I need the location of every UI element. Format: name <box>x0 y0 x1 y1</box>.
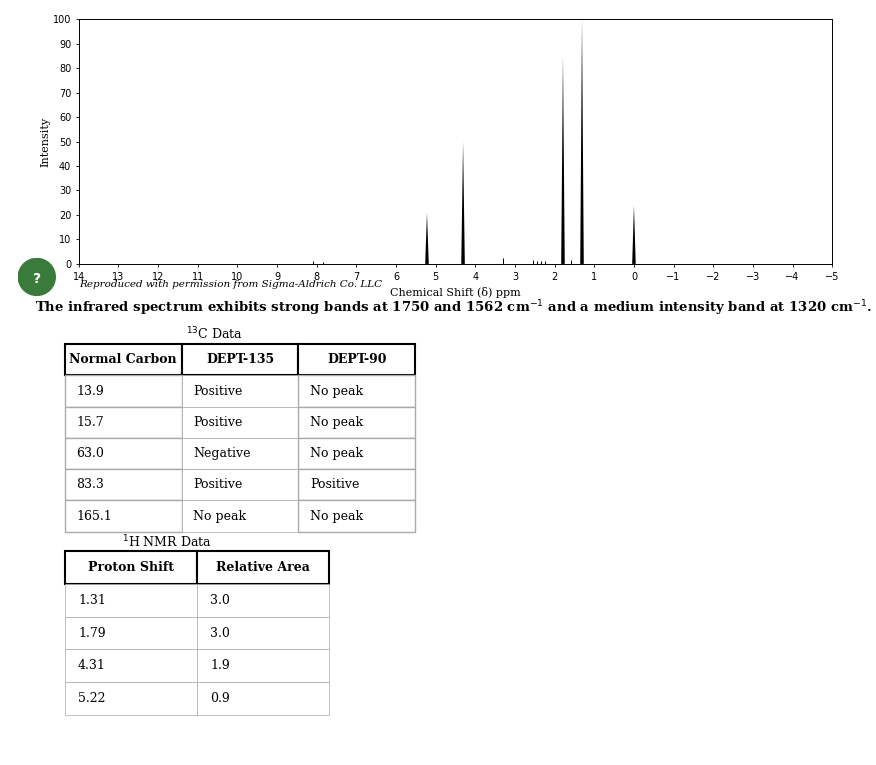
Text: Reproduced with permission from Sigma-Aldrich Co. LLC: Reproduced with permission from Sigma-Al… <box>79 280 382 289</box>
Polygon shape <box>425 213 428 264</box>
Polygon shape <box>580 19 583 264</box>
Circle shape <box>18 259 55 295</box>
Text: $^{13}$C Data: $^{13}$C Data <box>187 326 243 343</box>
Polygon shape <box>462 142 465 264</box>
Y-axis label: Intensity: Intensity <box>40 116 50 167</box>
Polygon shape <box>562 56 565 264</box>
Text: ?: ? <box>32 272 41 286</box>
Text: $^{1}$H NMR Data: $^{1}$H NMR Data <box>122 534 211 551</box>
Polygon shape <box>632 205 636 264</box>
Text: The infrared spectrum exhibits strong bands at 1750 and 1562 cm$^{-1}$ and a med: The infrared spectrum exhibits strong ba… <box>35 298 872 317</box>
X-axis label: Chemical Shift (δ) ppm: Chemical Shift (δ) ppm <box>390 287 521 298</box>
